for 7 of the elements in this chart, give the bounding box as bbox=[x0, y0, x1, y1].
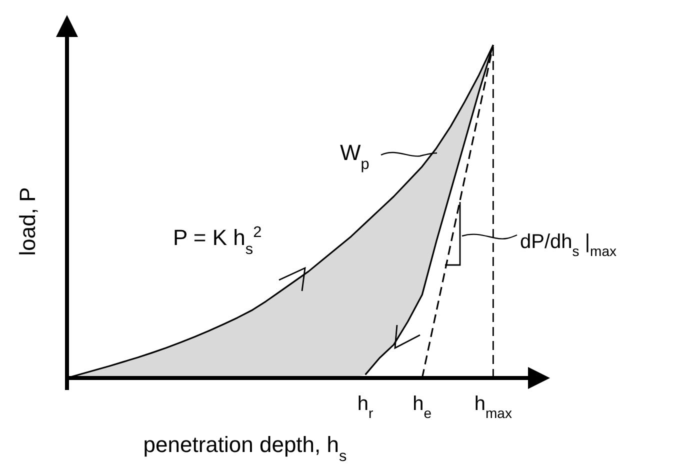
x-tick-label: h$_{e}$ bbox=[412, 393, 432, 421]
annotation: dP/dh$_{s}$ |$_{max}$ bbox=[520, 231, 616, 259]
x-axis-title: penetration depth, h$_{s}$ bbox=[143, 432, 348, 464]
annotation: W$_{p}$ bbox=[340, 140, 370, 172]
y-axis-title: load, P bbox=[15, 187, 40, 256]
x-tick-label: h$_{r}$ bbox=[357, 393, 374, 421]
x-tick-label: h$_{max}$ bbox=[474, 393, 512, 421]
